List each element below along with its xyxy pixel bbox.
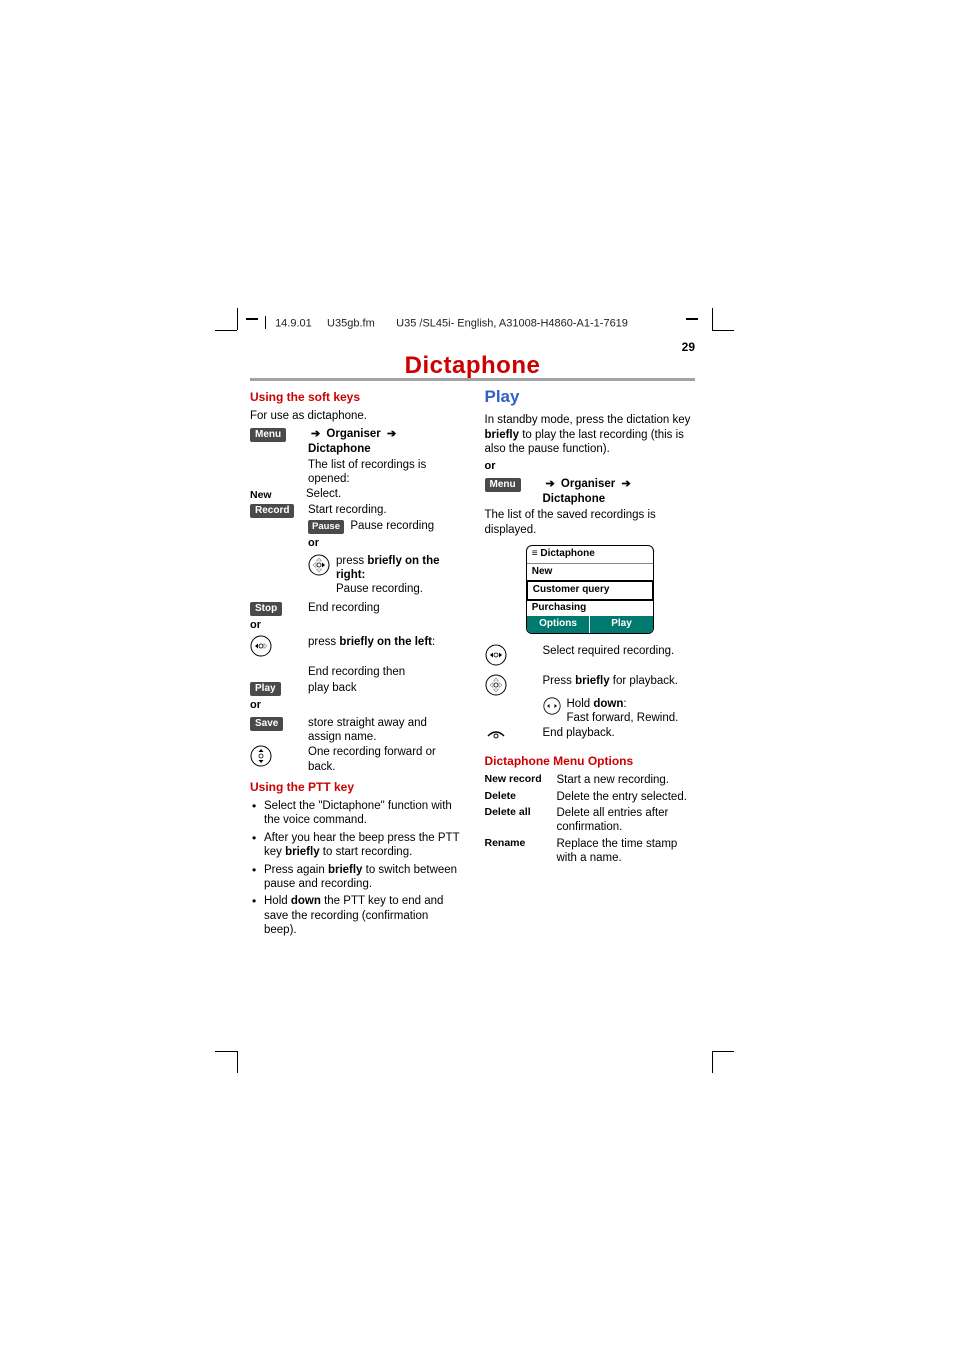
nav-organiser: Organiser: [326, 428, 380, 440]
list-item: Press again briefly to switch between pa…: [250, 863, 461, 892]
record-softkey[interactable]: Record: [250, 504, 294, 518]
end-playback-text: End playback.: [543, 726, 696, 740]
crop-mark: [712, 1051, 734, 1052]
pause-recording-text: Pause recording.: [336, 583, 423, 595]
menu-path: Menu ➔ Organiser ➔ Dictaphone: [250, 427, 461, 456]
opt-rename-k: Rename: [485, 837, 557, 866]
pause-desc: Pause recording: [350, 520, 434, 532]
heading-soft-keys: Using the soft keys: [250, 390, 461, 405]
play-desc: play back: [308, 681, 461, 695]
header-date: 14.9.01: [275, 317, 312, 329]
opt-delete-v: Delete the entry selected.: [557, 790, 696, 804]
opt-deleteall-k: Delete all: [485, 806, 557, 835]
crop-mark: [215, 1051, 237, 1052]
fastforward-text: Fast forward, Rewind.: [567, 712, 679, 724]
screen-row-selected: Customer query: [526, 580, 654, 601]
opt-newrecord-v: Start a new recording.: [557, 773, 696, 787]
crop-mark: [712, 1051, 713, 1073]
menu-softkey[interactable]: Menu: [250, 428, 286, 442]
crop-mark: [712, 330, 734, 331]
header-file: U35gb.fm: [327, 317, 375, 329]
screen-options-softkey[interactable]: Options: [527, 616, 591, 633]
screen-play-softkey[interactable]: Play: [590, 616, 653, 633]
save-desc: store straight away and assign name.: [308, 716, 461, 745]
arrow-icon: ➔: [308, 428, 323, 440]
dpad-leftright-icon: [485, 644, 507, 666]
opt-delete-k: Delete: [485, 790, 557, 804]
crop-mark: [712, 308, 713, 330]
page-title: Dictaphone: [250, 340, 695, 380]
play-intro: In standby mode, press the dictation key…: [485, 413, 696, 456]
page-number: 29: [682, 340, 695, 354]
press-text: press: [308, 636, 339, 648]
nav-dictaphone: Dictaphone: [543, 493, 606, 505]
hangup-icon: [485, 726, 507, 748]
dpad-hold-icon: [543, 697, 561, 715]
nav-organiser: Organiser: [561, 478, 615, 490]
new-label: New: [250, 487, 306, 502]
new-desc: Select.: [306, 487, 461, 501]
nav-dictaphone: Dictaphone: [308, 443, 371, 455]
save-softkey[interactable]: Save: [250, 717, 283, 731]
dpad-right-icon: [308, 554, 330, 576]
arrow-icon: ➔: [543, 478, 558, 490]
crop-mark: [237, 1051, 238, 1073]
right-column: Play In standby mode, press the dictatio…: [485, 386, 696, 940]
arrow-icon: ➔: [618, 478, 633, 490]
opt-rename-v: Replace the time stamp with a name.: [557, 837, 696, 866]
heading-menu-options: Dictaphone Menu Options: [485, 754, 696, 769]
heading-ptt: Using the PTT key: [250, 780, 461, 795]
list-item: After you hear the beep press the PTT ke…: [250, 831, 461, 860]
one-recording-text: One recording forward or back.: [308, 745, 461, 774]
end-then-text: End recording then: [308, 665, 461, 679]
dpad-updown-icon: [250, 745, 272, 767]
list-item: Select the "Dictaphone" function with th…: [250, 799, 461, 828]
title-rule: [250, 378, 695, 381]
header-meta: 14.9.01 U35gb.fm U35 /SL45i- English, A3…: [265, 316, 628, 331]
ptt-bullets: Select the "Dictaphone" function with th…: [250, 799, 461, 937]
pause-softkey[interactable]: Pause: [308, 520, 344, 533]
dpad-icon: [485, 674, 507, 696]
screen-title: ≡ Dictaphone: [527, 546, 653, 564]
after-nav-text: The list of recordings is opened:: [308, 458, 461, 487]
list-item: Hold down the PTT key to end and save th…: [250, 894, 461, 937]
or-label: or: [308, 537, 461, 551]
trim-indicator: [686, 318, 698, 320]
arrow-icon: ➔: [384, 428, 399, 440]
menu-path: Menu ➔ Organiser ➔ Dictaphone: [485, 477, 696, 506]
crop-mark: [237, 308, 238, 330]
stop-desc: End recording: [308, 601, 461, 615]
or-label: or: [250, 699, 461, 713]
crop-mark: [215, 330, 237, 331]
header-docid: U35 /SL45i- English, A31008-H4860-A1-1-7…: [396, 317, 628, 329]
colon: :: [432, 636, 435, 648]
play-heading: Play: [485, 386, 696, 407]
intro-text: For use as dictaphone.: [250, 409, 461, 423]
phone-screen-mock: ≡ Dictaphone New Customer query Purchasi…: [526, 545, 654, 634]
dpad-left-icon: [250, 635, 272, 657]
left-column: Using the soft keys For use as dictaphon…: [250, 386, 461, 940]
page-title-row: 29 Dictaphone: [250, 340, 695, 380]
briefly-left: briefly on the left: [339, 636, 432, 648]
select-required-text: Select required recording.: [543, 644, 696, 658]
menu-softkey[interactable]: Menu: [485, 478, 521, 492]
record-desc: Start recording.: [308, 503, 461, 517]
screen-row-purchasing: Purchasing: [527, 600, 653, 617]
press-text: press: [336, 555, 367, 567]
list-displayed-text: The list of the saved recordings is disp…: [485, 508, 696, 537]
or-label: or: [485, 460, 696, 474]
play-softkey[interactable]: Play: [250, 682, 281, 696]
stop-softkey[interactable]: Stop: [250, 602, 282, 616]
or-label: or: [250, 619, 461, 633]
opt-newrecord-k: New record: [485, 773, 557, 787]
opt-deleteall-v: Delete all entries after confirmation.: [557, 806, 696, 835]
trim-indicator: [246, 318, 258, 320]
press-briefly-playback: Press briefly for playback.: [543, 674, 696, 688]
screen-row-new: New: [527, 564, 653, 582]
